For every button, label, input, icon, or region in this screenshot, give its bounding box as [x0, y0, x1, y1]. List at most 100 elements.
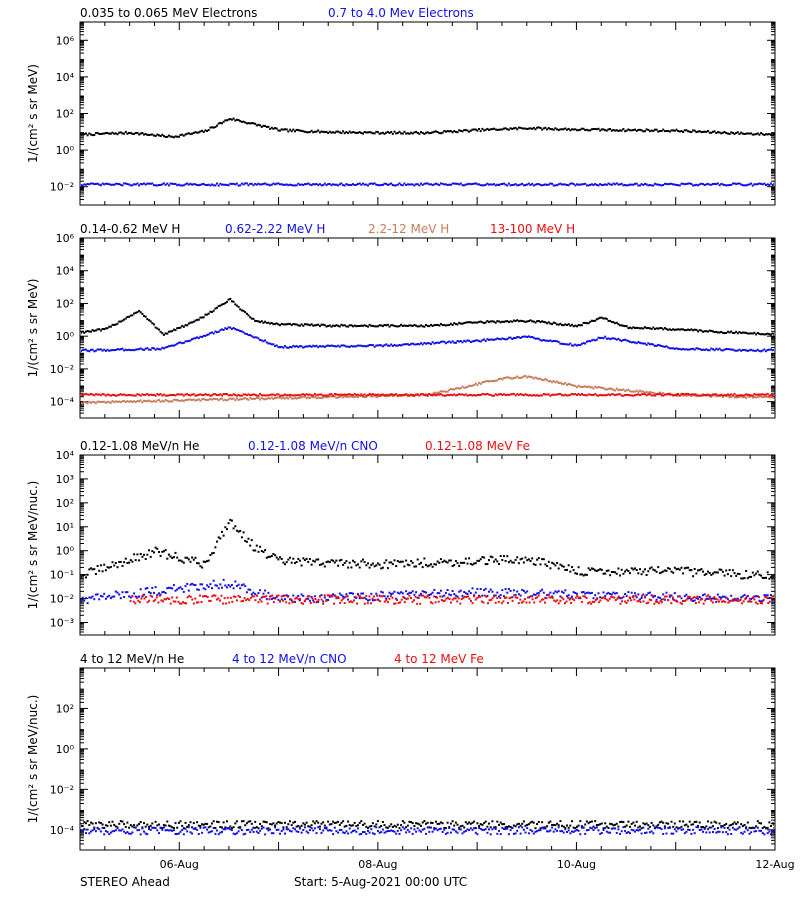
data-point — [415, 130, 418, 133]
data-point — [148, 599, 151, 602]
data-point — [459, 129, 462, 132]
data-point — [675, 347, 678, 350]
data-point — [585, 591, 588, 594]
data-point — [474, 382, 477, 385]
data-point — [587, 591, 590, 594]
data-point — [274, 394, 277, 397]
data-point — [499, 393, 502, 395]
data-point — [141, 132, 144, 134]
data-point — [592, 387, 595, 390]
data-point — [159, 330, 162, 333]
data-point — [766, 349, 769, 351]
data-point — [695, 347, 698, 350]
data-point — [580, 573, 583, 576]
data-point — [574, 596, 577, 599]
data-point — [123, 132, 126, 135]
data-point — [740, 183, 743, 186]
data-point — [602, 572, 605, 575]
data-point — [129, 349, 132, 352]
data-point — [504, 394, 507, 397]
data-point — [267, 591, 270, 594]
data-point — [282, 561, 285, 564]
data-point — [527, 335, 530, 338]
data-point — [340, 323, 343, 326]
y-tick-label: 10⁴ — [56, 71, 75, 84]
data-point — [545, 597, 548, 600]
data-point — [592, 320, 595, 322]
data-point — [698, 348, 701, 350]
data-point — [350, 183, 353, 186]
data-point — [138, 393, 141, 396]
data-point — [768, 348, 771, 351]
data-point — [522, 600, 525, 603]
data-point — [391, 395, 394, 398]
data-point — [750, 600, 753, 603]
data-point — [433, 595, 436, 598]
data-point — [265, 183, 268, 186]
data-point — [101, 400, 104, 403]
data-point — [585, 322, 588, 325]
data-point — [615, 572, 618, 575]
data-point — [500, 602, 503, 605]
data-point — [131, 349, 134, 351]
data-point — [585, 573, 588, 576]
data-point — [290, 561, 293, 564]
data-point — [632, 129, 635, 131]
data-point — [116, 591, 119, 594]
data-point — [219, 182, 222, 185]
data-point — [405, 590, 408, 593]
data-point — [727, 601, 730, 604]
data-point — [363, 822, 366, 825]
data-point — [398, 130, 401, 133]
data-point — [536, 394, 539, 397]
data-point — [207, 183, 210, 186]
data-point — [529, 560, 532, 562]
data-point — [463, 322, 466, 325]
data-point — [721, 396, 724, 398]
data-point — [431, 324, 434, 327]
data-point — [761, 396, 764, 399]
data-point — [768, 333, 771, 336]
data-point — [522, 820, 525, 823]
data-point — [536, 377, 539, 380]
data-point — [104, 824, 107, 827]
data-point — [471, 563, 474, 566]
data-point — [174, 329, 177, 332]
data-point — [237, 583, 240, 586]
data-point — [721, 131, 724, 134]
data-point — [207, 559, 210, 562]
data-point — [491, 597, 494, 600]
data-point — [217, 122, 220, 125]
data-point — [203, 595, 206, 597]
data-point — [297, 394, 300, 397]
data-point — [371, 597, 374, 600]
data-point — [386, 826, 389, 829]
data-point — [702, 570, 704, 573]
data-point — [226, 300, 228, 303]
data-point — [488, 393, 490, 396]
data-point — [622, 572, 625, 575]
data-point — [537, 126, 540, 129]
data-point — [483, 129, 486, 132]
data-point — [197, 131, 200, 134]
data-point — [411, 590, 414, 593]
data-point — [678, 130, 681, 133]
data-point — [333, 561, 336, 564]
data-point — [514, 337, 517, 340]
data-point — [663, 569, 666, 572]
data-point — [378, 324, 381, 327]
data-point — [726, 348, 729, 351]
data-point — [636, 600, 639, 603]
data-point — [541, 184, 544, 187]
data-point — [109, 394, 112, 397]
data-point — [504, 127, 507, 130]
data-point — [358, 394, 361, 397]
data-point — [199, 594, 201, 597]
data-point — [94, 183, 97, 185]
data-point — [244, 311, 247, 314]
data-point — [149, 592, 152, 595]
data-point — [476, 383, 479, 386]
data-point — [307, 396, 310, 399]
data-point — [350, 566, 353, 569]
data-point — [635, 596, 638, 599]
